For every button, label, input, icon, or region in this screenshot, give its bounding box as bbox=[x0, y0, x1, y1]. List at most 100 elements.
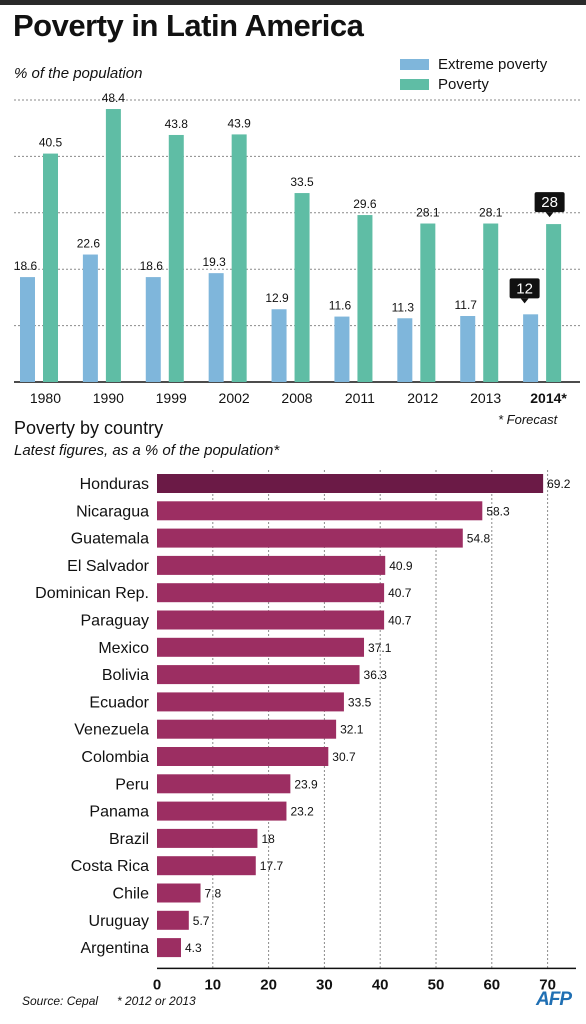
poverty-value-label: 33.5 bbox=[290, 175, 314, 189]
country-value-label: 23.9 bbox=[294, 777, 318, 791]
country-value-label: 40.9 bbox=[389, 559, 413, 573]
country-value-label: 32.1 bbox=[340, 723, 364, 737]
extreme-value-label: 11.7 bbox=[454, 298, 477, 312]
poverty-bar bbox=[105, 109, 121, 383]
country-value-label: 36.3 bbox=[364, 668, 388, 682]
country-label: Panama bbox=[89, 804, 149, 821]
extreme-value-label: 19.3 bbox=[202, 255, 226, 269]
poverty-value-label: 43.9 bbox=[227, 116, 251, 130]
country-label: Guatemala bbox=[71, 531, 149, 548]
country-bar bbox=[157, 610, 385, 630]
extreme-poverty-bar bbox=[271, 309, 287, 382]
extreme-poverty-bar bbox=[460, 316, 476, 382]
extreme-poverty-bar bbox=[20, 277, 35, 382]
extreme-value-label: 18.6 bbox=[14, 259, 38, 273]
country-label: Paraguay bbox=[81, 613, 150, 630]
poverty-bar bbox=[168, 134, 184, 382]
year-tick-label: 1990 bbox=[93, 390, 124, 406]
country-label: Colombia bbox=[81, 749, 149, 766]
top-chart-subtitle: % of the population bbox=[14, 65, 143, 82]
country-value-label: 5.7 bbox=[193, 914, 210, 928]
country-value-label: 58.3 bbox=[486, 504, 510, 518]
country-value-label: 7.8 bbox=[205, 887, 222, 901]
country-bar bbox=[157, 828, 258, 848]
poverty-value-label: 28 bbox=[541, 194, 558, 211]
extreme-value-label: 11.6 bbox=[329, 299, 352, 313]
extreme-value-label: 18.6 bbox=[140, 259, 164, 273]
country-label: Honduras bbox=[80, 476, 149, 493]
poverty-bar bbox=[231, 134, 247, 382]
country-bar bbox=[157, 856, 256, 876]
country-x-tick-label: 50 bbox=[428, 976, 445, 993]
country-label: El Salvador bbox=[67, 558, 149, 575]
country-value-label: 40.7 bbox=[388, 614, 412, 628]
poverty-callout-pointer bbox=[545, 212, 554, 218]
country-value-label: 40.7 bbox=[388, 586, 412, 600]
extreme-value-label: 11.3 bbox=[392, 300, 415, 314]
country-label: Uruguay bbox=[89, 913, 149, 930]
forecast-note: * Forecast bbox=[498, 412, 558, 427]
year-tick-label: 2012 bbox=[407, 390, 438, 406]
poverty-bar bbox=[483, 223, 499, 382]
country-bar bbox=[157, 583, 385, 603]
poverty-value-label: 28.1 bbox=[416, 206, 440, 220]
year-tick-label: 1980 bbox=[30, 390, 61, 406]
country-label: Mexico bbox=[98, 640, 149, 657]
country-bar bbox=[157, 501, 483, 521]
poverty-bar bbox=[546, 224, 562, 382]
poverty-bar bbox=[357, 215, 373, 382]
country-value-label: 23.2 bbox=[290, 805, 314, 819]
poverty-value-label: 40.5 bbox=[39, 136, 63, 150]
country-bar bbox=[157, 637, 365, 657]
extreme-poverty-bar bbox=[82, 254, 98, 382]
country-x-tick-label: 0 bbox=[153, 976, 161, 993]
country-value-label: 4.3 bbox=[185, 941, 202, 955]
year-tick-label: 2013 bbox=[470, 390, 501, 406]
source-note: Source: Cepal bbox=[22, 994, 99, 1008]
country-value-label: 30.7 bbox=[332, 750, 356, 764]
extreme-poverty-bar bbox=[208, 273, 224, 382]
country-bar bbox=[157, 692, 344, 712]
country-bar bbox=[157, 774, 291, 794]
extreme-callout-box bbox=[509, 278, 540, 299]
country-label: Bolivia bbox=[102, 667, 149, 684]
extreme-value-label: 12 bbox=[516, 280, 533, 297]
country-bar bbox=[157, 883, 201, 903]
country-x-tick-label: 70 bbox=[539, 976, 556, 993]
country-bar bbox=[157, 801, 287, 821]
country-bar bbox=[157, 747, 329, 766]
extreme-poverty-bar bbox=[334, 316, 350, 382]
country-bar bbox=[157, 665, 360, 685]
country-label: Chile bbox=[113, 886, 150, 903]
country-x-tick-label: 20 bbox=[260, 976, 277, 993]
country-label: Dominican Rep. bbox=[35, 585, 149, 602]
poverty-value-label: 43.8 bbox=[165, 117, 189, 131]
extreme-callout-pointer bbox=[520, 298, 529, 304]
country-value-label: 37.1 bbox=[368, 641, 392, 655]
poverty-value-label: 28.1 bbox=[479, 206, 503, 220]
country-value-label: 18 bbox=[261, 832, 275, 846]
country-bar bbox=[157, 910, 189, 930]
country-value-label: 33.5 bbox=[348, 695, 372, 709]
year-tick-label: 2014* bbox=[530, 390, 567, 406]
legend-swatch-extreme bbox=[400, 58, 429, 70]
poverty-value-label: 48.4 bbox=[102, 91, 126, 105]
country-x-tick-label: 60 bbox=[483, 976, 500, 993]
extreme-poverty-bar bbox=[523, 314, 539, 382]
page-title: Poverty in Latin America bbox=[13, 8, 364, 43]
legend-swatch-poverty bbox=[400, 78, 429, 90]
year-tick-label: 2002 bbox=[219, 390, 250, 406]
extreme-value-label: 22.6 bbox=[77, 237, 101, 251]
country-label: Peru bbox=[115, 776, 149, 793]
country-bar bbox=[157, 938, 181, 958]
country-value-label: 54.8 bbox=[467, 532, 491, 546]
country-label: Argentina bbox=[81, 940, 150, 957]
legend-label-poverty: Poverty bbox=[438, 75, 489, 93]
country-bar bbox=[157, 474, 544, 493]
poverty-bar bbox=[43, 153, 58, 382]
country-label: Costa Rica bbox=[71, 858, 149, 875]
legend-label-extreme: Extreme poverty bbox=[438, 55, 548, 73]
country-value-label: 17.7 bbox=[260, 859, 284, 873]
country-value-label: 69.2 bbox=[547, 477, 571, 491]
